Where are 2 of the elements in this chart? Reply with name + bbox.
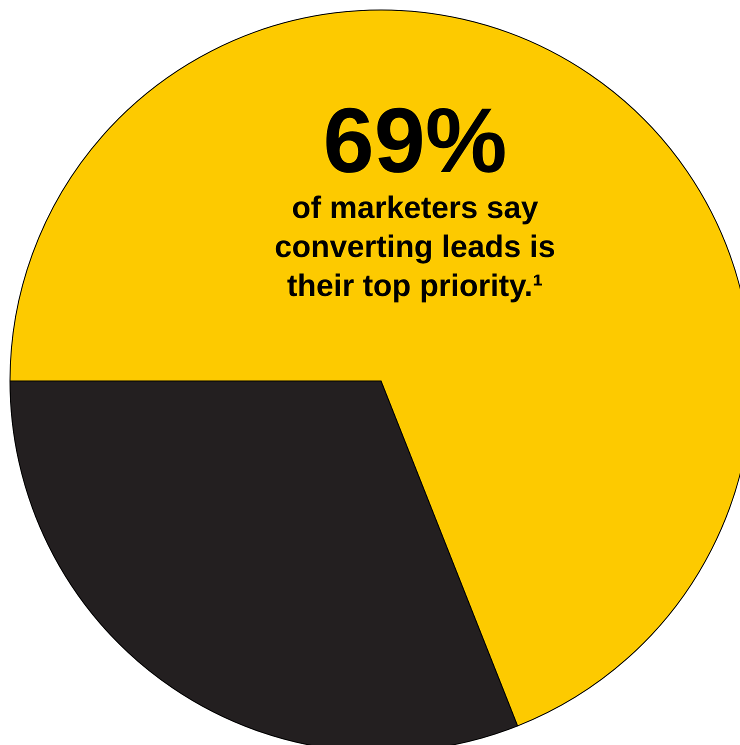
text: of marketers say converting leads is their top priority.¹ (274, 190, 556, 303)
text: 69% (322, 90, 508, 192)
